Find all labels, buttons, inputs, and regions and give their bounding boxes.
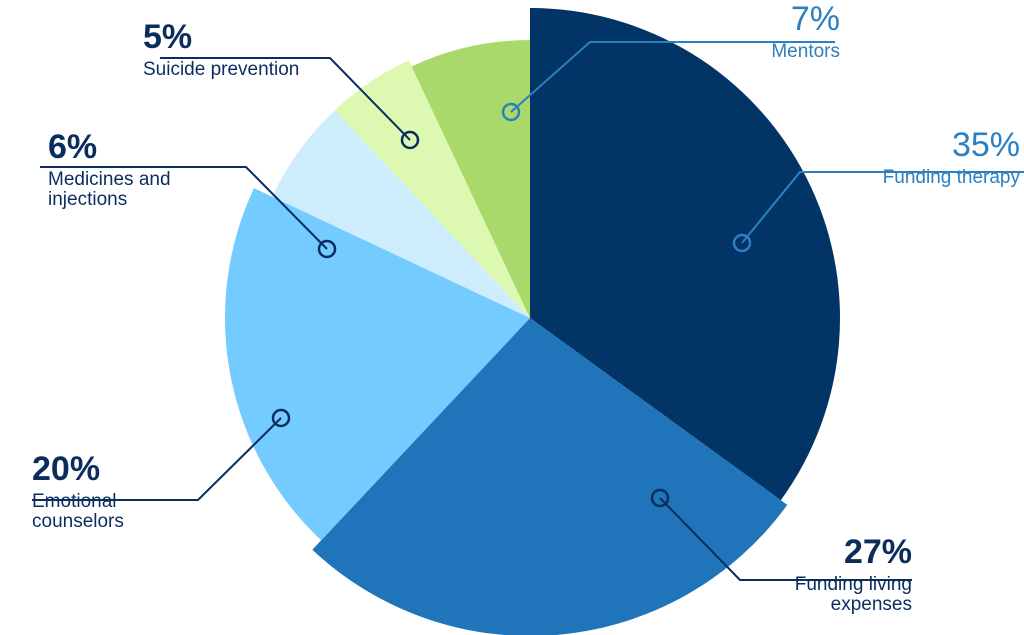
slice-label: 27% Funding living expenses xyxy=(752,533,912,615)
category-label: Mentors xyxy=(771,40,840,62)
category-label: Funding therapy xyxy=(882,166,1020,188)
leader-line xyxy=(40,166,328,250)
leader-dot xyxy=(501,102,521,122)
slice-label: 6% Medicines and injections xyxy=(48,128,208,210)
slice-label: 35% Funding therapy xyxy=(820,126,1020,188)
category-label: Suicide prevention xyxy=(143,58,300,80)
pie-slice xyxy=(334,60,530,318)
pie-slice xyxy=(225,188,530,541)
pie-slice xyxy=(272,110,530,318)
pie-slice xyxy=(530,8,840,501)
value-label: 20% xyxy=(32,450,101,488)
category-label: Medicines and injections xyxy=(48,168,171,210)
leader-line xyxy=(741,171,1024,244)
value-label: 27% xyxy=(843,533,912,571)
leader-line xyxy=(160,57,411,141)
slice-label: 5% Suicide prevention xyxy=(143,18,343,80)
value-label: 7% xyxy=(790,0,840,38)
leader-dot xyxy=(317,239,337,259)
value-label: 35% xyxy=(951,126,1020,164)
slice-label: 20% Emotional counselors xyxy=(32,450,162,532)
category-label: Emotional counselors xyxy=(32,490,124,532)
value-label: 6% xyxy=(48,128,98,166)
leader-dot xyxy=(650,488,670,508)
slice-label: 7% Mentors xyxy=(720,0,840,62)
pie-slice xyxy=(411,40,530,318)
leader-line xyxy=(510,41,835,113)
leader-line xyxy=(659,497,912,581)
category-label: Funding living expenses xyxy=(794,573,912,615)
leader-dot xyxy=(732,233,752,253)
leader-dot xyxy=(271,408,291,428)
value-label: 5% xyxy=(143,18,193,56)
leader-line xyxy=(32,417,282,501)
pie-slice xyxy=(312,318,788,635)
leader-dot xyxy=(400,130,420,150)
